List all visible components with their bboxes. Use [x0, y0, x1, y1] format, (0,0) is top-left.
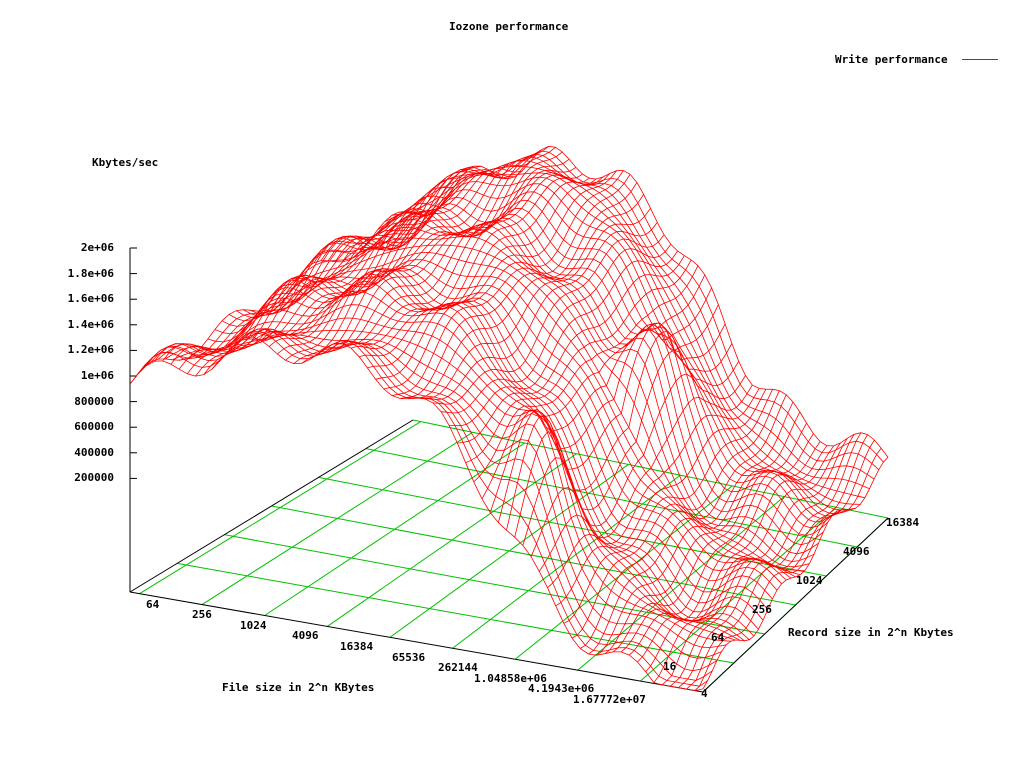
y-axis-label: Record size in 2^n Kbytes	[788, 626, 954, 639]
z-tick-label: 400000	[74, 445, 114, 459]
y-tick-label: 256	[752, 603, 772, 616]
z-axis-label: Kbytes/sec	[92, 156, 159, 169]
chart-title: Iozone performance	[449, 20, 569, 33]
write-performance-surface	[129, 145, 889, 692]
x-tick-label: 4.1943e+06	[528, 682, 595, 695]
z-tick-label: 1.2e+06	[67, 343, 114, 357]
z-tick-label: 2e+06	[80, 241, 114, 254]
x-tick-label: 65536	[392, 651, 426, 664]
z-tick-label: 1.6e+06	[67, 292, 114, 306]
x-tick-label: 1024	[240, 619, 267, 632]
x-tick-label: 1.67772e+07	[573, 693, 646, 706]
y-tick-label: 16384	[886, 516, 920, 529]
x-tick-label: 64	[146, 598, 160, 611]
y-tick-label: 1024	[796, 574, 823, 587]
z-tick-label: 1.8e+06	[67, 266, 114, 280]
z-tick-label: 800000	[74, 394, 114, 408]
z-tick-label: 600000	[74, 420, 114, 434]
base-grid	[139, 419, 889, 693]
x-axis-label: File size in 2^n KBytes	[222, 681, 375, 694]
y-tick-label: 4096	[843, 545, 870, 558]
y-tick-label: 16	[663, 660, 677, 673]
legend-label: Write performance	[835, 53, 948, 66]
x-tick-label: 16384	[340, 640, 374, 653]
x-tick-label: 262144	[438, 661, 478, 674]
z-tick-label: 200000	[74, 471, 114, 485]
x-tick-label: 4096	[292, 629, 319, 642]
legend-line-swatch	[962, 59, 998, 60]
z-tick-label: 1e+06	[80, 369, 114, 382]
x-tick-label: 1.04858e+06	[474, 672, 547, 685]
z-tick-label: 1.4e+06	[67, 317, 114, 331]
x-tick-label: 256	[192, 608, 212, 621]
y-tick-label: 64	[711, 631, 725, 644]
axes	[129, 247, 889, 693]
y-tick-label: 4	[701, 687, 708, 700]
